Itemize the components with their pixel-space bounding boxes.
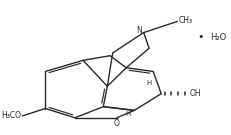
Text: H₃CO: H₃CO [1, 111, 21, 120]
Text: H: H [146, 80, 151, 87]
Text: N: N [136, 26, 142, 35]
Text: CH₃: CH₃ [178, 16, 192, 25]
Text: H: H [124, 111, 130, 117]
Text: O: O [113, 119, 119, 129]
Text: •: • [197, 32, 204, 42]
Text: OH: OH [188, 89, 200, 98]
Text: H₂O: H₂O [209, 33, 225, 42]
